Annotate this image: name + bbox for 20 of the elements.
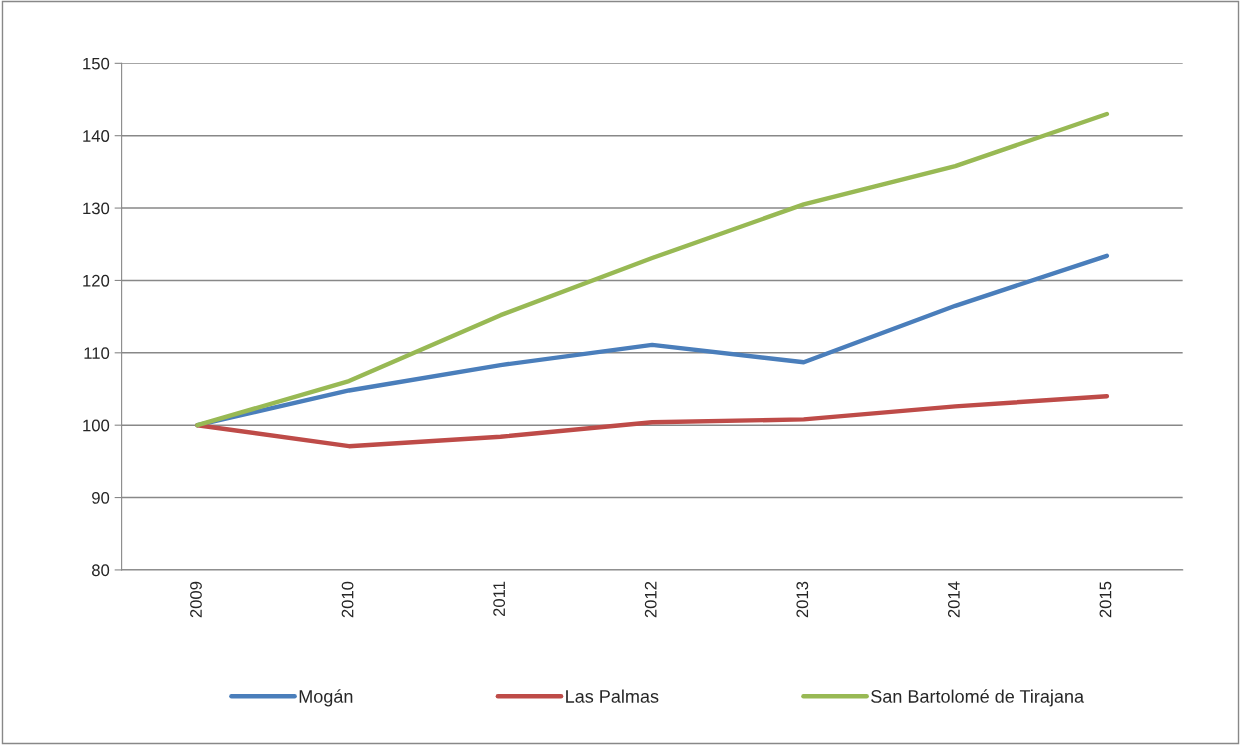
x-tick-label: 2010 xyxy=(341,581,354,618)
line-series xyxy=(195,394,1110,449)
y-tick-label: 90 xyxy=(92,491,110,504)
y-tick-label: 140 xyxy=(83,130,110,142)
x-tick-label: 2015 xyxy=(1099,581,1112,618)
y-tick-label: 80 xyxy=(92,564,110,577)
y-tick-label: 130 xyxy=(83,202,110,215)
y-tick-label: 110 xyxy=(84,347,110,360)
y-tick-label: 150 xyxy=(83,57,110,70)
x-tick-label: 2014 xyxy=(947,581,960,618)
x-tick-label: 2009 xyxy=(190,581,202,618)
legend-label: San Bartolomé de Tirajana xyxy=(871,689,1085,707)
legend-label: Las Palmas xyxy=(566,689,659,703)
y-tick-label: 120 xyxy=(83,274,110,287)
y-tick-label: 100 xyxy=(83,419,110,432)
legend-label: Mogán xyxy=(299,689,353,707)
x-tick-label: 2013 xyxy=(796,581,809,618)
x-tick-label: 2012 xyxy=(644,581,657,618)
x-tick-label: 2011 xyxy=(493,581,506,617)
line-series xyxy=(195,111,1110,428)
